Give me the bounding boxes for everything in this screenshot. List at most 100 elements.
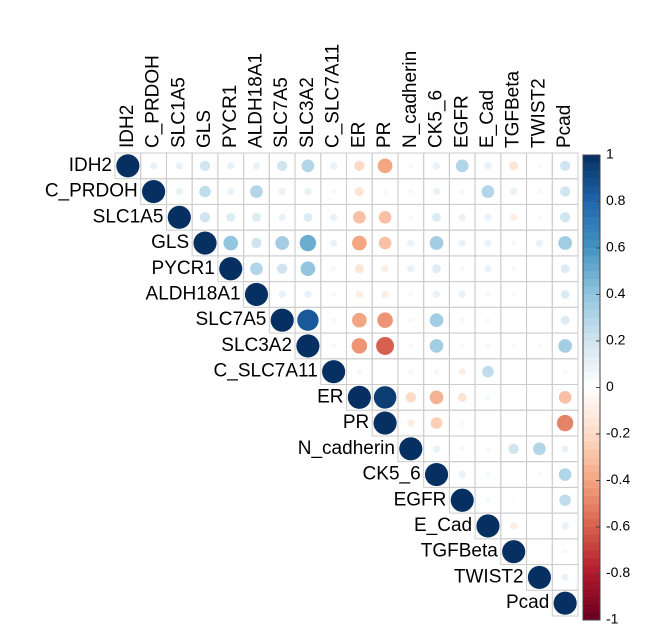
- corr-dot: [536, 471, 543, 478]
- corr-dot: [407, 239, 415, 247]
- colorbar-step: [583, 279, 600, 288]
- colorbar-step: [583, 426, 600, 435]
- corr-dot: [354, 264, 364, 274]
- corr-dot: [356, 369, 362, 375]
- colorbar-label: 0.8: [606, 192, 626, 208]
- corr-dot: [304, 290, 312, 299]
- row-label: C_SLC7A11: [214, 361, 318, 382]
- colorbar-step: [583, 480, 600, 489]
- corr-dot: [485, 317, 491, 323]
- corr-dot: [381, 265, 389, 273]
- corr-dot: [537, 421, 542, 425]
- corr-dot: [458, 239, 466, 247]
- corr-dot: [252, 162, 261, 170]
- corr-dot: [537, 524, 542, 528]
- colorbar-step: [583, 527, 600, 536]
- corr-dot: [560, 289, 570, 299]
- corr-dot: [508, 443, 519, 454]
- corr-dot: [510, 213, 518, 221]
- corr-dot: [512, 472, 516, 477]
- colorbar-label: 0.2: [606, 332, 626, 348]
- colorbar-step: [583, 356, 600, 365]
- colorbar-step: [583, 170, 600, 179]
- corr-dot: [408, 214, 414, 220]
- corr-dot: [536, 163, 543, 169]
- corr-dot: [562, 369, 568, 375]
- colorbar-label: 0.6: [606, 239, 626, 255]
- corr-dot: [250, 262, 263, 276]
- corr-dot: [560, 264, 570, 274]
- corr-dot: [558, 236, 572, 250]
- corr-dot: [304, 187, 312, 196]
- column-label: ER: [348, 122, 369, 148]
- corr-dot: [511, 266, 517, 272]
- colorbar-step: [583, 379, 600, 388]
- colorbar-step: [583, 573, 600, 582]
- row-label: C_PRDOH: [45, 181, 138, 202]
- corr-dot: [354, 160, 365, 172]
- corr-dot: [405, 392, 416, 403]
- corr-dot: [408, 188, 414, 195]
- corr-dot: [433, 369, 440, 375]
- colorbar-step: [583, 302, 600, 311]
- row-label: EGFR: [394, 489, 447, 510]
- corr-dot: [458, 213, 466, 221]
- column-label: Pcad: [554, 105, 575, 148]
- colorbar-step: [583, 496, 600, 505]
- corr-dot: [560, 315, 570, 325]
- row-label: ER: [317, 386, 343, 407]
- corr-dot: [331, 291, 337, 298]
- corr-dot: [199, 185, 211, 198]
- row-label: ALDH18A1: [146, 283, 241, 304]
- corr-dot: [373, 386, 397, 409]
- column-label: EGFR: [451, 95, 472, 148]
- colorbar-step: [583, 503, 600, 512]
- corr-dot: [537, 550, 542, 554]
- corr-dot: [377, 312, 393, 328]
- colorbar-step: [583, 217, 600, 226]
- corr-dot: [561, 445, 569, 453]
- corr-dot: [511, 240, 517, 246]
- corr-dot: [329, 162, 338, 170]
- colorbar-step: [583, 550, 600, 559]
- corr-dot: [537, 395, 542, 399]
- corr-dot: [536, 188, 543, 195]
- corr-dot: [329, 239, 338, 247]
- colorbar-step: [583, 155, 600, 164]
- corr-dot: [458, 290, 466, 299]
- corr-dot: [484, 213, 492, 221]
- corr-dot: [537, 370, 542, 374]
- corr-dot: [559, 494, 571, 507]
- colorbar-label: 1: [606, 146, 614, 162]
- colorbar-step: [583, 286, 600, 295]
- corr-dot: [275, 236, 290, 250]
- corr-dot: [510, 522, 518, 530]
- row-label: TWIST2: [454, 566, 524, 587]
- corr-dot: [484, 265, 492, 273]
- corr-dot: [561, 573, 569, 582]
- colorbar-step: [583, 317, 600, 326]
- colorbar-step: [583, 372, 600, 381]
- row-label: CK5_6: [363, 464, 421, 485]
- corr-dot: [377, 158, 393, 174]
- corr-dot: [408, 163, 414, 169]
- corr-dot: [244, 282, 269, 307]
- corr-dot: [297, 309, 319, 331]
- colorbar-step: [583, 186, 600, 195]
- corr-dot: [432, 290, 441, 299]
- corr-dot: [512, 498, 516, 502]
- corr-dot: [559, 160, 571, 172]
- column-label: SLC3A2: [297, 77, 318, 148]
- row-label: IDH2: [69, 155, 112, 176]
- corr-dot: [459, 343, 465, 349]
- corr-dot: [558, 391, 572, 404]
- corr-dot: [408, 343, 414, 349]
- colorbar-step: [583, 201, 600, 210]
- corr-dot: [481, 185, 495, 198]
- corr-dot: [561, 522, 569, 530]
- corr-dot: [558, 339, 572, 353]
- corr-dot: [142, 180, 166, 204]
- corr-dot: [455, 159, 469, 173]
- corr-dot: [458, 367, 466, 376]
- corr-dot: [175, 187, 183, 196]
